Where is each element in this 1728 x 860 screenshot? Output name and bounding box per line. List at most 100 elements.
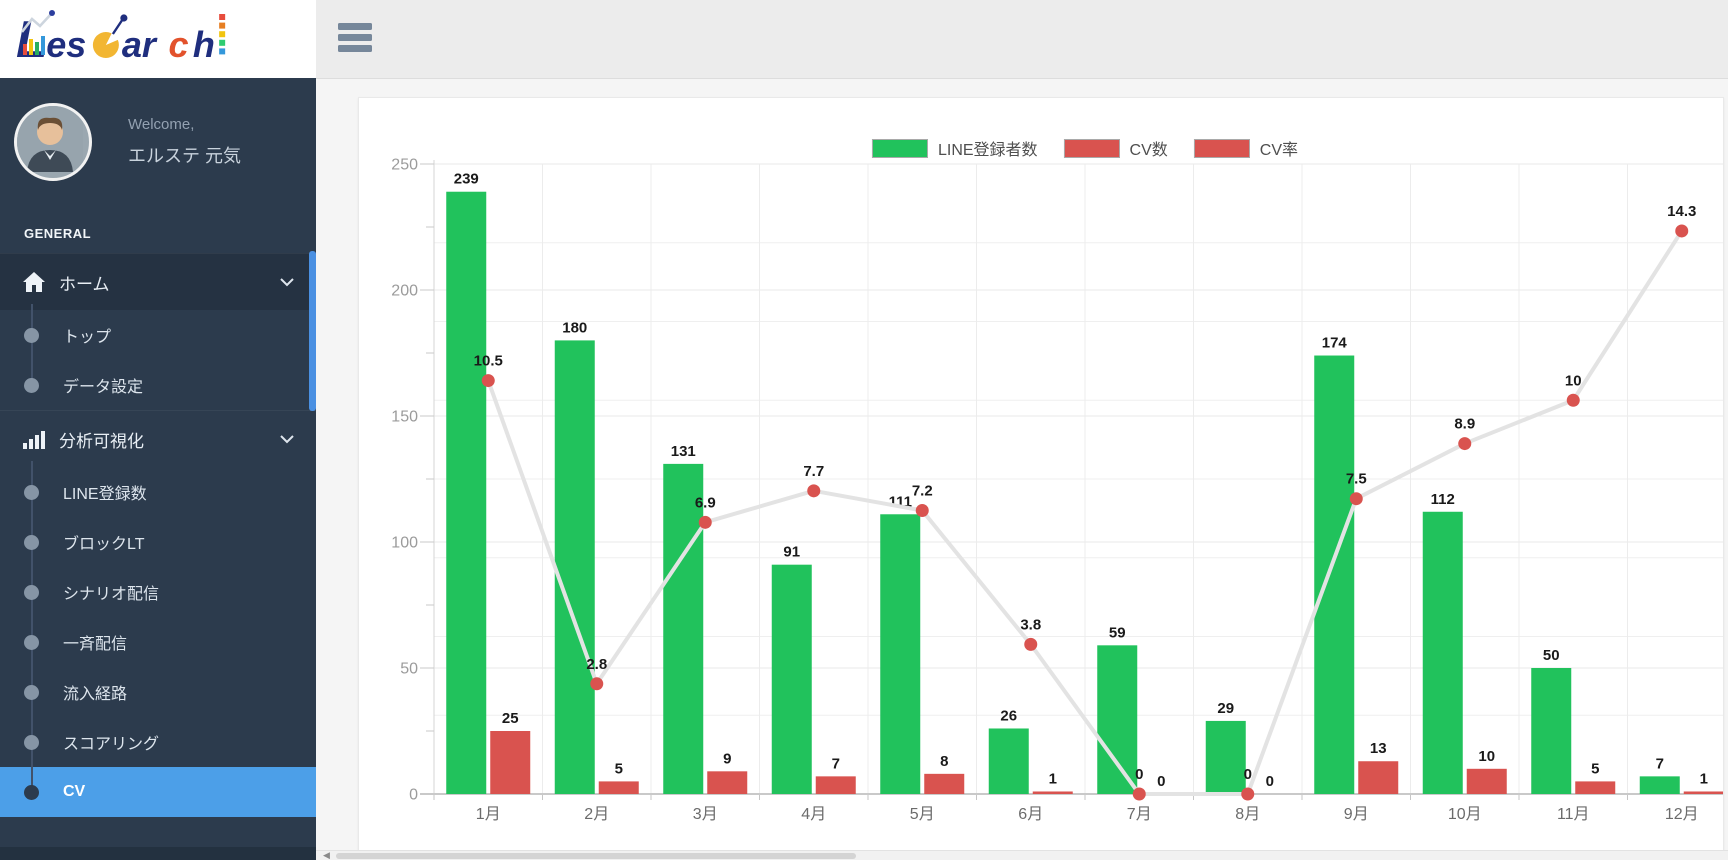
line-value-label: 0 <box>1135 766 1143 783</box>
month-label: 8月 <box>1235 806 1260 823</box>
sidebar-scrollbar-thumb[interactable] <box>309 251 316 411</box>
brand-logo-graphic: Lesarch <box>16 10 226 69</box>
line-registrations-bar <box>1314 355 1355 794</box>
home-icon <box>23 272 45 292</box>
bullet-icon <box>24 634 39 650</box>
bar-value-label: 5 <box>615 760 623 777</box>
month-label: 4月 <box>801 806 826 823</box>
bullet-icon <box>24 377 39 393</box>
main-content: LINE登録者数 CV数 CV率 0 50 100 150 200 250 1月 2月 3月 4月 5月… <box>316 79 1728 860</box>
cv-rate-point <box>915 504 929 517</box>
line-registrations-bar <box>1205 720 1246 794</box>
sidebar-subitem-label: ブロックLT <box>63 536 145 553</box>
horizontal-scrollbar-thumb[interactable] <box>336 852 856 859</box>
sidebar-subitem-LINE登録数[interactable]: LINE登録数 <box>0 467 316 517</box>
brand-logo[interactable]: Lesarch <box>14 8 304 70</box>
chart-legend: LINE登録者数 CV数 CV率 <box>859 136 1311 160</box>
logo-letter: c <box>169 24 189 65</box>
cv-rate-point <box>1349 492 1363 506</box>
legend-item-CV数[interactable]: CV数 <box>1063 136 1168 160</box>
sidebar-footer <box>0 847 316 860</box>
cv-rate-point <box>1566 393 1580 407</box>
cv-count-bar <box>924 773 965 794</box>
hamburger-menu-icon[interactable] <box>338 23 372 56</box>
line-registrations-bar <box>880 514 921 794</box>
welcome-label: Welcome, <box>128 115 195 133</box>
sidebar-subitem-CV[interactable]: CV <box>0 767 316 817</box>
sidebar-item-分析可視化[interactable]: 分析可視化 <box>0 410 316 467</box>
bar-chart-icon <box>23 431 45 449</box>
sidebar-item-label: ホーム <box>59 274 110 294</box>
bar-value-label: 10 <box>1478 748 1495 765</box>
bullet-icon <box>24 684 39 700</box>
top-bar <box>316 0 1728 79</box>
cv-rate-point <box>1458 437 1472 451</box>
sidebar-item-ホーム[interactable]: ホーム <box>0 253 316 310</box>
sidebar-subitem-ブロックLT[interactable]: ブロックLT <box>0 517 316 567</box>
y-tick-label: 0 <box>409 787 418 804</box>
bullet-icon <box>24 327 39 343</box>
cv-count-bar <box>490 731 531 794</box>
logo-dash <box>219 14 226 20</box>
month-label: 10月 <box>1448 806 1482 823</box>
bar-value-label: 29 <box>1217 700 1234 717</box>
bar-value-label: 0 <box>1157 773 1165 790</box>
bar-value-label: 131 <box>671 443 696 460</box>
sidebar-subitem-トップ[interactable]: トップ <box>0 310 316 360</box>
logo-mini-bar <box>41 36 45 55</box>
cv-rate-point <box>1675 224 1689 238</box>
logo-dash <box>219 39 226 46</box>
line-value-label: 7.5 <box>1346 471 1367 488</box>
sidebar-subitem-スコアリング[interactable]: スコアリング <box>0 717 316 767</box>
bar-value-label: 7 <box>1656 755 1664 772</box>
month-label: 5月 <box>910 806 935 823</box>
cv-count-bar <box>1466 768 1507 794</box>
sidebar-subitem-label: CV <box>63 783 86 800</box>
cv-rate-point <box>590 677 604 691</box>
logo-letter: es <box>46 24 86 65</box>
line-registrations-bar <box>988 728 1029 794</box>
horizontal-scrollbar: ◀ <box>316 850 1728 860</box>
sidebar-subitem-label: LINE登録数 <box>63 486 147 503</box>
logo-mini-bar <box>23 44 27 55</box>
logo-mini-bar <box>35 42 39 55</box>
bar-value-label: 7 <box>832 755 840 772</box>
bar-value-label: 112 <box>1431 491 1455 508</box>
month-label: 3月 <box>693 806 718 823</box>
y-tick-label: 150 <box>391 409 418 426</box>
sidebar-subitem-シナリオ配信[interactable]: シナリオ配信 <box>0 567 316 617</box>
user-profile: Welcome, エルステ 元気 <box>0 78 316 205</box>
legend-item-CV率[interactable]: CV率 <box>1193 136 1298 160</box>
line-registrations-bar <box>554 340 595 794</box>
bar-value-label: 0 <box>1266 773 1274 790</box>
legend-item-LINE登録者数[interactable]: LINE登録者数 <box>871 136 1038 160</box>
bar-value-label: 174 <box>1322 335 1348 352</box>
cv-rate-line <box>486 229 1684 796</box>
cv-rate-point <box>698 515 712 529</box>
month-label: 2月 <box>584 806 609 823</box>
bar-value-label: 5 <box>1591 760 1599 777</box>
sidebar-section-general: GENERAL <box>24 226 92 241</box>
bar-value-label: 9 <box>723 750 731 767</box>
line-registrations-bar <box>1531 668 1572 794</box>
month-label: 7月 <box>1127 806 1152 823</box>
line-value-label: 3.8 <box>1020 616 1041 633</box>
logo-letter: h <box>193 24 215 65</box>
sidebar-subitem-データ設定[interactable]: データ設定 <box>0 360 316 410</box>
sidebar-subitem-流入経路[interactable]: 流入経路 <box>0 667 316 717</box>
scroll-left-arrow[interactable]: ◀ <box>323 850 330 860</box>
month-label: 11月 <box>1557 806 1590 823</box>
bar-value-label: 26 <box>1000 707 1017 724</box>
cv-rate-point <box>1132 787 1146 801</box>
bullet-icon <box>24 534 39 550</box>
cv-count-bar <box>1032 791 1073 794</box>
bar-value-label: 13 <box>1370 740 1387 757</box>
cv-rate-point <box>481 374 495 388</box>
bar-value-label: 25 <box>502 710 519 727</box>
line-registrations-bar <box>663 463 704 794</box>
cv-rate-point <box>1241 787 1255 801</box>
bar-value-label: 1 <box>1049 770 1057 787</box>
sidebar-subitem-一斉配信[interactable]: 一斉配信 <box>0 617 316 667</box>
logo-dash <box>219 22 226 29</box>
